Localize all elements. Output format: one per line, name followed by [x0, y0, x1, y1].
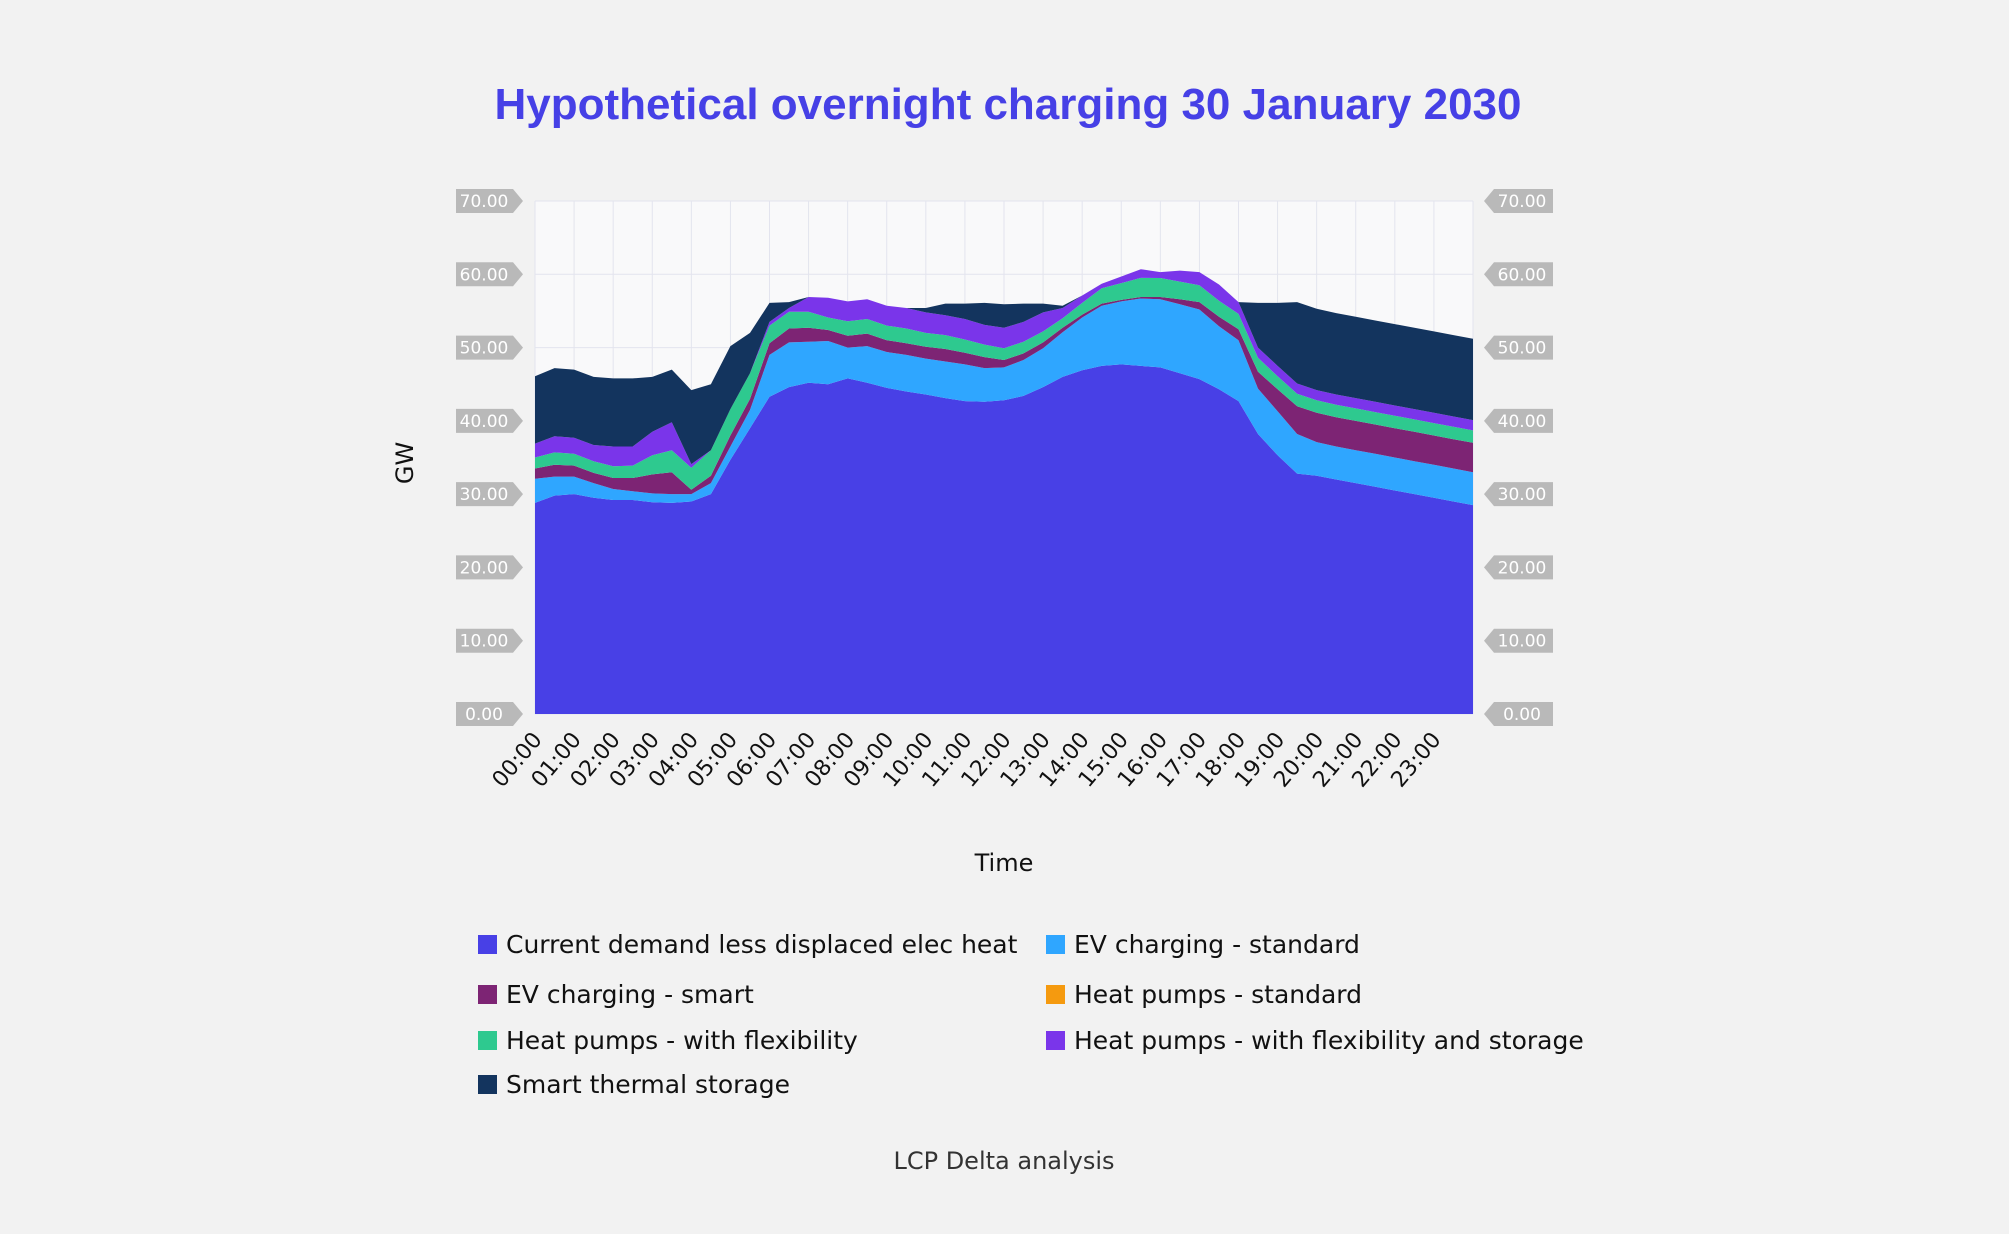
legend-swatch	[1046, 935, 1065, 954]
y-tick-right: 10.00	[1484, 628, 1553, 653]
legend-label: Current demand less displaced elec heat	[506, 930, 1018, 959]
y-tick-label: 70.00	[460, 192, 509, 212]
y-tick-label: 0.00	[465, 705, 503, 725]
y-tick-label: 10.00	[1498, 632, 1547, 652]
y-tick-left: 0.00	[456, 702, 523, 726]
area-heat-pumps-with-flexibility-and-storage	[535, 269, 1473, 468]
legend-item: Heat pumps - with flexibility	[478, 1026, 858, 1055]
legend-swatch	[1046, 985, 1065, 1004]
y-tick-label: 50.00	[1498, 339, 1547, 359]
y-tick-label: 0.00	[1503, 705, 1541, 725]
y-tick-left: 40.00	[456, 408, 523, 433]
y-tick-left: 50.00	[456, 335, 523, 360]
legend-swatch	[1046, 1031, 1065, 1050]
legend-label: EV charging - smart	[506, 980, 754, 1009]
y-axis-right: 0.00 10.00 20.00 30.00 40.00 50.00 60.00 70.00	[1484, 189, 1553, 726]
y-tick-right: 30.00	[1484, 482, 1553, 507]
y-tick-right: 60.00	[1484, 262, 1553, 287]
area-heat-pumps-with-flexibility	[535, 277, 1473, 490]
y-tick-label: 70.00	[1498, 192, 1547, 212]
y-tick-right: 0.00	[1484, 702, 1553, 726]
y-tick-left: 70.00	[456, 189, 523, 213]
legend-swatch	[478, 935, 497, 954]
area-smart-thermal-storage	[535, 269, 1473, 465]
y-tick-left: 60.00	[456, 262, 523, 287]
legend-label: EV charging - standard	[1074, 930, 1360, 959]
y-axis-label: GW	[391, 442, 419, 484]
source-note: LCP Delta analysis	[893, 1147, 1114, 1175]
y-tick-right: 40.00	[1484, 408, 1553, 433]
legend-item: Heat pumps - standard	[1046, 980, 1362, 1009]
legend-swatch	[478, 985, 497, 1004]
y-tick-right: 70.00	[1484, 189, 1553, 213]
y-tick-left: 10.00	[456, 628, 523, 653]
area-ev-charging-smart	[535, 297, 1473, 495]
legend-label: Heat pumps - with flexibility and storag…	[1074, 1026, 1584, 1055]
y-tick-label: 50.00	[460, 339, 509, 359]
y-tick-label: 40.00	[1498, 412, 1547, 432]
y-tick-label: 20.00	[460, 558, 509, 578]
legend-item: Smart thermal storage	[478, 1070, 790, 1099]
y-tick-label: 40.00	[460, 412, 509, 432]
y-tick-label: 30.00	[1498, 485, 1547, 505]
y-tick-right: 50.00	[1484, 335, 1553, 360]
legend-label: Smart thermal storage	[506, 1070, 790, 1099]
x-axis: 00:0001:0002:0003:0004:0005:0006:0007:00…	[488, 728, 1447, 793]
y-tick-left: 20.00	[456, 555, 523, 580]
y-tick-left: 30.00	[456, 482, 523, 507]
legend-swatch	[478, 1031, 497, 1050]
y-tick-right: 20.00	[1484, 555, 1553, 580]
legend-item: EV charging - smart	[478, 980, 754, 1009]
legend-item: Heat pumps - with flexibility and storag…	[1046, 1026, 1584, 1055]
y-tick-label: 60.00	[1498, 265, 1547, 285]
legend-swatch	[478, 1075, 497, 1094]
y-axis-left: 0.00 10.00 20.00 30.00 40.00 50.00 60.00 70.00	[456, 189, 523, 726]
y-tick-label: 10.00	[460, 632, 509, 652]
legend: Current demand less displaced elec heat E…	[478, 930, 1584, 1099]
y-tick-label: 20.00	[1498, 558, 1547, 578]
chart-title: Hypothetical overnight charging 30 Janua…	[495, 80, 1522, 129]
area-ev-charging-standard	[535, 298, 1473, 506]
stacked-areas	[535, 269, 1473, 714]
legend-label: Heat pumps - with flexibility	[506, 1026, 858, 1055]
legend-item: EV charging - standard	[1046, 930, 1360, 959]
area-current-demand-less-displaced-elec-heat	[535, 364, 1473, 714]
legend-label: Heat pumps - standard	[1074, 980, 1362, 1009]
x-axis-label: Time	[974, 849, 1034, 877]
y-tick-label: 60.00	[460, 265, 509, 285]
legend-item: Current demand less displaced elec heat	[478, 930, 1018, 959]
y-tick-label: 30.00	[460, 485, 509, 505]
